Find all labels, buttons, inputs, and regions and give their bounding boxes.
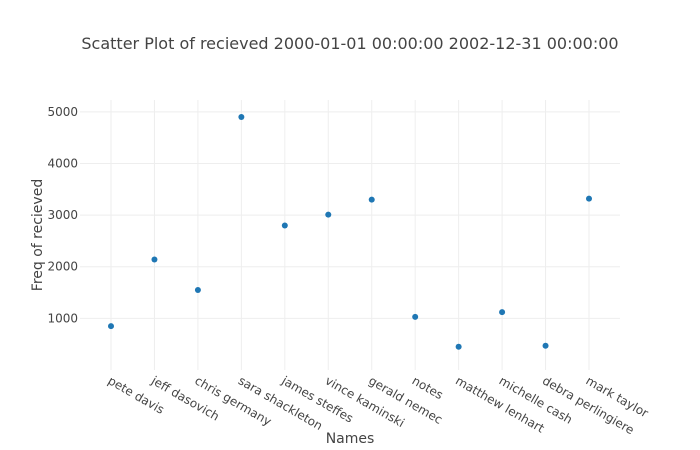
data-point[interactable]	[281, 222, 288, 229]
grid-layer	[80, 100, 620, 370]
y-axis-ticks: 1000 2000 3000 4000 5000	[47, 105, 78, 326]
y-axis-title: Freq of recieved	[30, 179, 46, 291]
data-point[interactable]	[151, 256, 158, 263]
y-tick-label: 5000	[47, 105, 78, 119]
data-points	[108, 114, 592, 350]
data-point[interactable]	[412, 313, 419, 320]
chart-title: Scatter Plot of recieved 2000-01-01 00:0…	[81, 34, 619, 53]
y-tick-label: 1000	[47, 311, 78, 325]
data-point[interactable]	[325, 211, 332, 218]
data-point[interactable]	[542, 342, 549, 349]
y-tick-label: 2000	[47, 260, 78, 274]
data-point[interactable]	[194, 286, 201, 293]
data-point[interactable]	[499, 309, 506, 316]
data-point[interactable]	[455, 343, 462, 350]
data-point[interactable]	[108, 323, 114, 330]
y-tick-label: 3000	[47, 208, 78, 222]
y-tick-label: 4000	[47, 156, 78, 170]
data-point[interactable]	[586, 195, 592, 202]
data-point[interactable]	[238, 114, 245, 121]
x-axis-title: Names	[326, 431, 375, 447]
data-point[interactable]	[368, 196, 375, 203]
